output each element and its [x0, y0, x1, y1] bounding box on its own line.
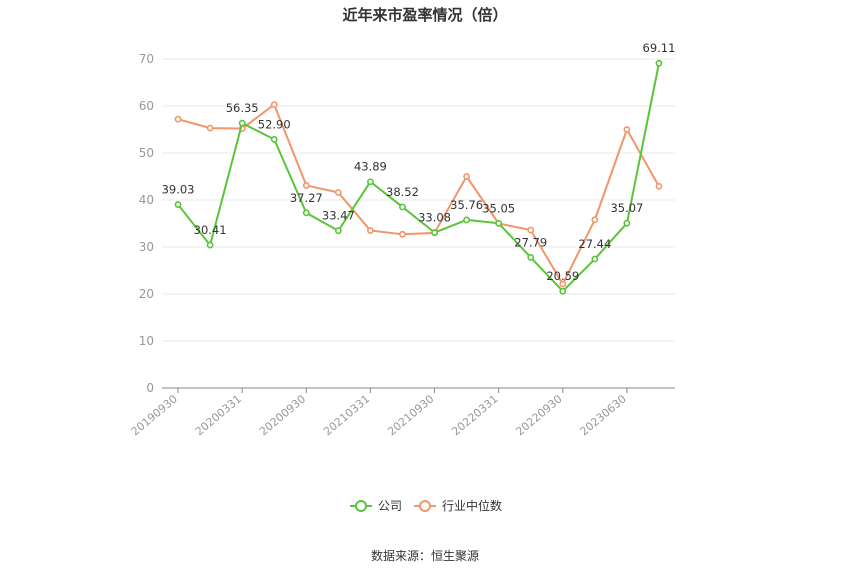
- y-tick-label: 30: [139, 240, 154, 254]
- data-point: [367, 178, 374, 186]
- data-label: 52.90: [258, 117, 291, 131]
- data-point: [463, 216, 470, 224]
- y-tick-label: 10: [139, 334, 154, 348]
- data-point: [367, 227, 374, 234]
- legend-label: 行业中位数: [442, 498, 502, 513]
- y-axis: 0 10 20 30 40 50 60 70: [139, 52, 154, 395]
- legend: 公司 行业中位数: [350, 498, 502, 513]
- series-layer: [174, 59, 663, 295]
- grid-lines: [162, 58, 675, 342]
- y-tick-label: 60: [139, 99, 154, 113]
- x-tick-label: 20210331: [321, 392, 372, 438]
- data-point: [270, 101, 278, 108]
- data-point: [206, 241, 214, 249]
- legend-marker: [355, 500, 367, 512]
- x-tick-label: 20210930: [385, 392, 436, 438]
- data-label: 33.08: [418, 211, 451, 225]
- data-label: 33.47: [322, 209, 355, 223]
- legend-marker: [419, 500, 431, 512]
- data-point: [399, 203, 406, 211]
- data-point: [238, 119, 246, 127]
- legend-label: 公司: [378, 499, 402, 513]
- data-label: 30.41: [194, 223, 227, 237]
- data-label: 38.52: [386, 185, 419, 199]
- y-tick-label: 40: [139, 193, 154, 207]
- data-label: 37.27: [290, 191, 323, 205]
- data-label: 20.59: [546, 269, 579, 283]
- data-point: [559, 280, 567, 288]
- source-note: 数据来源：恒生聚源: [371, 548, 479, 563]
- data-point: [559, 287, 567, 295]
- data-label: 43.89: [354, 160, 387, 174]
- data-point: [431, 229, 438, 236]
- data-point: [334, 227, 342, 235]
- data-point: [302, 182, 310, 189]
- data-point: [527, 253, 535, 261]
- legend-item-company: 公司: [350, 499, 402, 513]
- series-line-industry-median: [177, 103, 660, 286]
- data-label: 56.35: [226, 101, 259, 115]
- data-point: [399, 230, 406, 238]
- data-label: 35.07: [610, 201, 643, 215]
- data-point: [270, 135, 278, 143]
- data-point: [174, 115, 182, 123]
- x-tick-label: 20220930: [513, 392, 564, 438]
- data-point: [527, 226, 535, 234]
- data-label: 35.76: [450, 198, 483, 212]
- data-point: [591, 255, 599, 263]
- data-point: [623, 219, 631, 227]
- data-point: [495, 219, 503, 227]
- data-point: [302, 209, 310, 217]
- data-label: 27.79: [514, 235, 547, 249]
- data-label: 35.05: [482, 201, 515, 215]
- data-point: [206, 124, 214, 132]
- y-tick-label: 50: [139, 146, 154, 160]
- data-point: [655, 59, 663, 67]
- series-line-company: [177, 62, 660, 293]
- data-point: [463, 173, 470, 180]
- x-tick-label: 20230630: [578, 392, 629, 438]
- x-tick-label: 20200930: [257, 392, 308, 438]
- data-point: [174, 201, 182, 208]
- legend-item-industry-median: 行业中位数: [414, 498, 502, 513]
- x-tick-label: 20190930: [129, 392, 180, 438]
- data-point: [591, 216, 599, 224]
- y-tick-label: 0: [146, 381, 154, 395]
- data-label: 39.03: [162, 183, 195, 197]
- data-point: [334, 189, 342, 196]
- x-tick-label: 20200331: [193, 392, 244, 438]
- data-point: [623, 126, 631, 133]
- x-axis: 20190930 20200331 20200930 20210331 20210930…: [129, 387, 675, 438]
- y-tick-label: 20: [139, 287, 154, 301]
- data-point: [655, 182, 663, 190]
- chart-title: 近年来市盈率情况（倍）: [342, 6, 507, 24]
- data-label: 27.44: [578, 237, 611, 251]
- x-tick-label: 20220331: [449, 392, 500, 438]
- y-tick-label: 70: [139, 52, 154, 66]
- data-label: 69.11: [643, 41, 676, 55]
- data-labels: 39.03 30.41 56.35 52.90 37.27 33.47 43.89 38.52…: [162, 41, 676, 283]
